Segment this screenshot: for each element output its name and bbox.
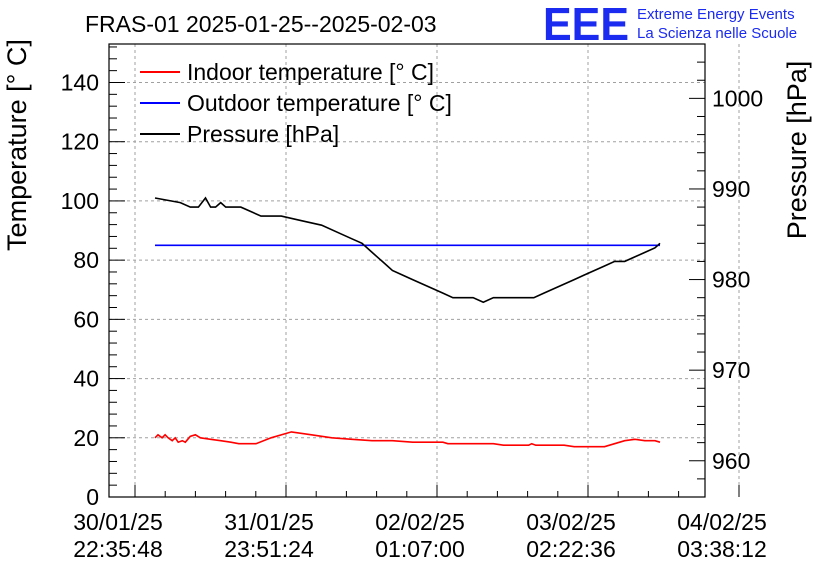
series-layer (154, 196, 661, 448)
eee-logo-mark: EEE (543, 0, 629, 50)
y-tick-label: 60 (73, 306, 99, 332)
y-tick-label: 80 (73, 247, 99, 273)
y-tick-label: 100 (61, 188, 99, 214)
x-tick-date: 04/02/25 (677, 509, 767, 535)
y2-tick-label: 1000 (712, 85, 763, 111)
x-tick-time: 23:51:24 (224, 536, 314, 562)
series-pressure-hpa (154, 196, 661, 304)
legend-label: Indoor temperature [° C] (187, 59, 434, 85)
y-tick-label: 140 (61, 69, 99, 95)
x-tick-date: 02/02/25 (375, 509, 465, 535)
y2-tick-label: 970 (712, 357, 750, 383)
x-tick-date: 31/01/25 (224, 509, 314, 535)
y-tick-label: 0 (86, 484, 99, 510)
eee-logo-line2: La Scienza nelle Scuole (637, 25, 797, 42)
legend: Indoor temperature [° C] Outdoor temperat… (140, 59, 452, 147)
y2-axis-title: Pressure [hPa] (782, 61, 812, 240)
y2-tick-label: 990 (712, 176, 750, 202)
y-tick-label: 40 (73, 366, 99, 392)
y2-tick-label: 980 (712, 267, 750, 293)
x-tick-time: 03:38:12 (677, 536, 767, 562)
x-tick-date: 03/02/25 (526, 509, 616, 535)
chart-title: FRAS-01 2025-01-25--2025-02-03 (85, 11, 437, 37)
series-indoor-temperature-c (154, 431, 661, 448)
x-tick-date: 30/01/25 (73, 509, 163, 535)
eee-logo-line1: Extreme Energy Events (637, 6, 795, 23)
x-tick-time: 02:22:36 (526, 536, 616, 562)
y-axis-title: Temperature [° C] (2, 39, 32, 251)
y2-tick-label: 960 (712, 448, 750, 474)
x-tick-time: 22:35:48 (73, 536, 163, 562)
eee-logo: EEE Extreme Energy Events La Scienza nel… (543, 0, 797, 50)
x-tick-time: 01:07:00 (375, 536, 465, 562)
y-tick-label: 120 (61, 129, 99, 155)
legend-label: Pressure [hPa] (187, 121, 339, 147)
legend-label: Outdoor temperature [° C] (187, 90, 452, 116)
y-tick-label: 20 (73, 425, 99, 451)
